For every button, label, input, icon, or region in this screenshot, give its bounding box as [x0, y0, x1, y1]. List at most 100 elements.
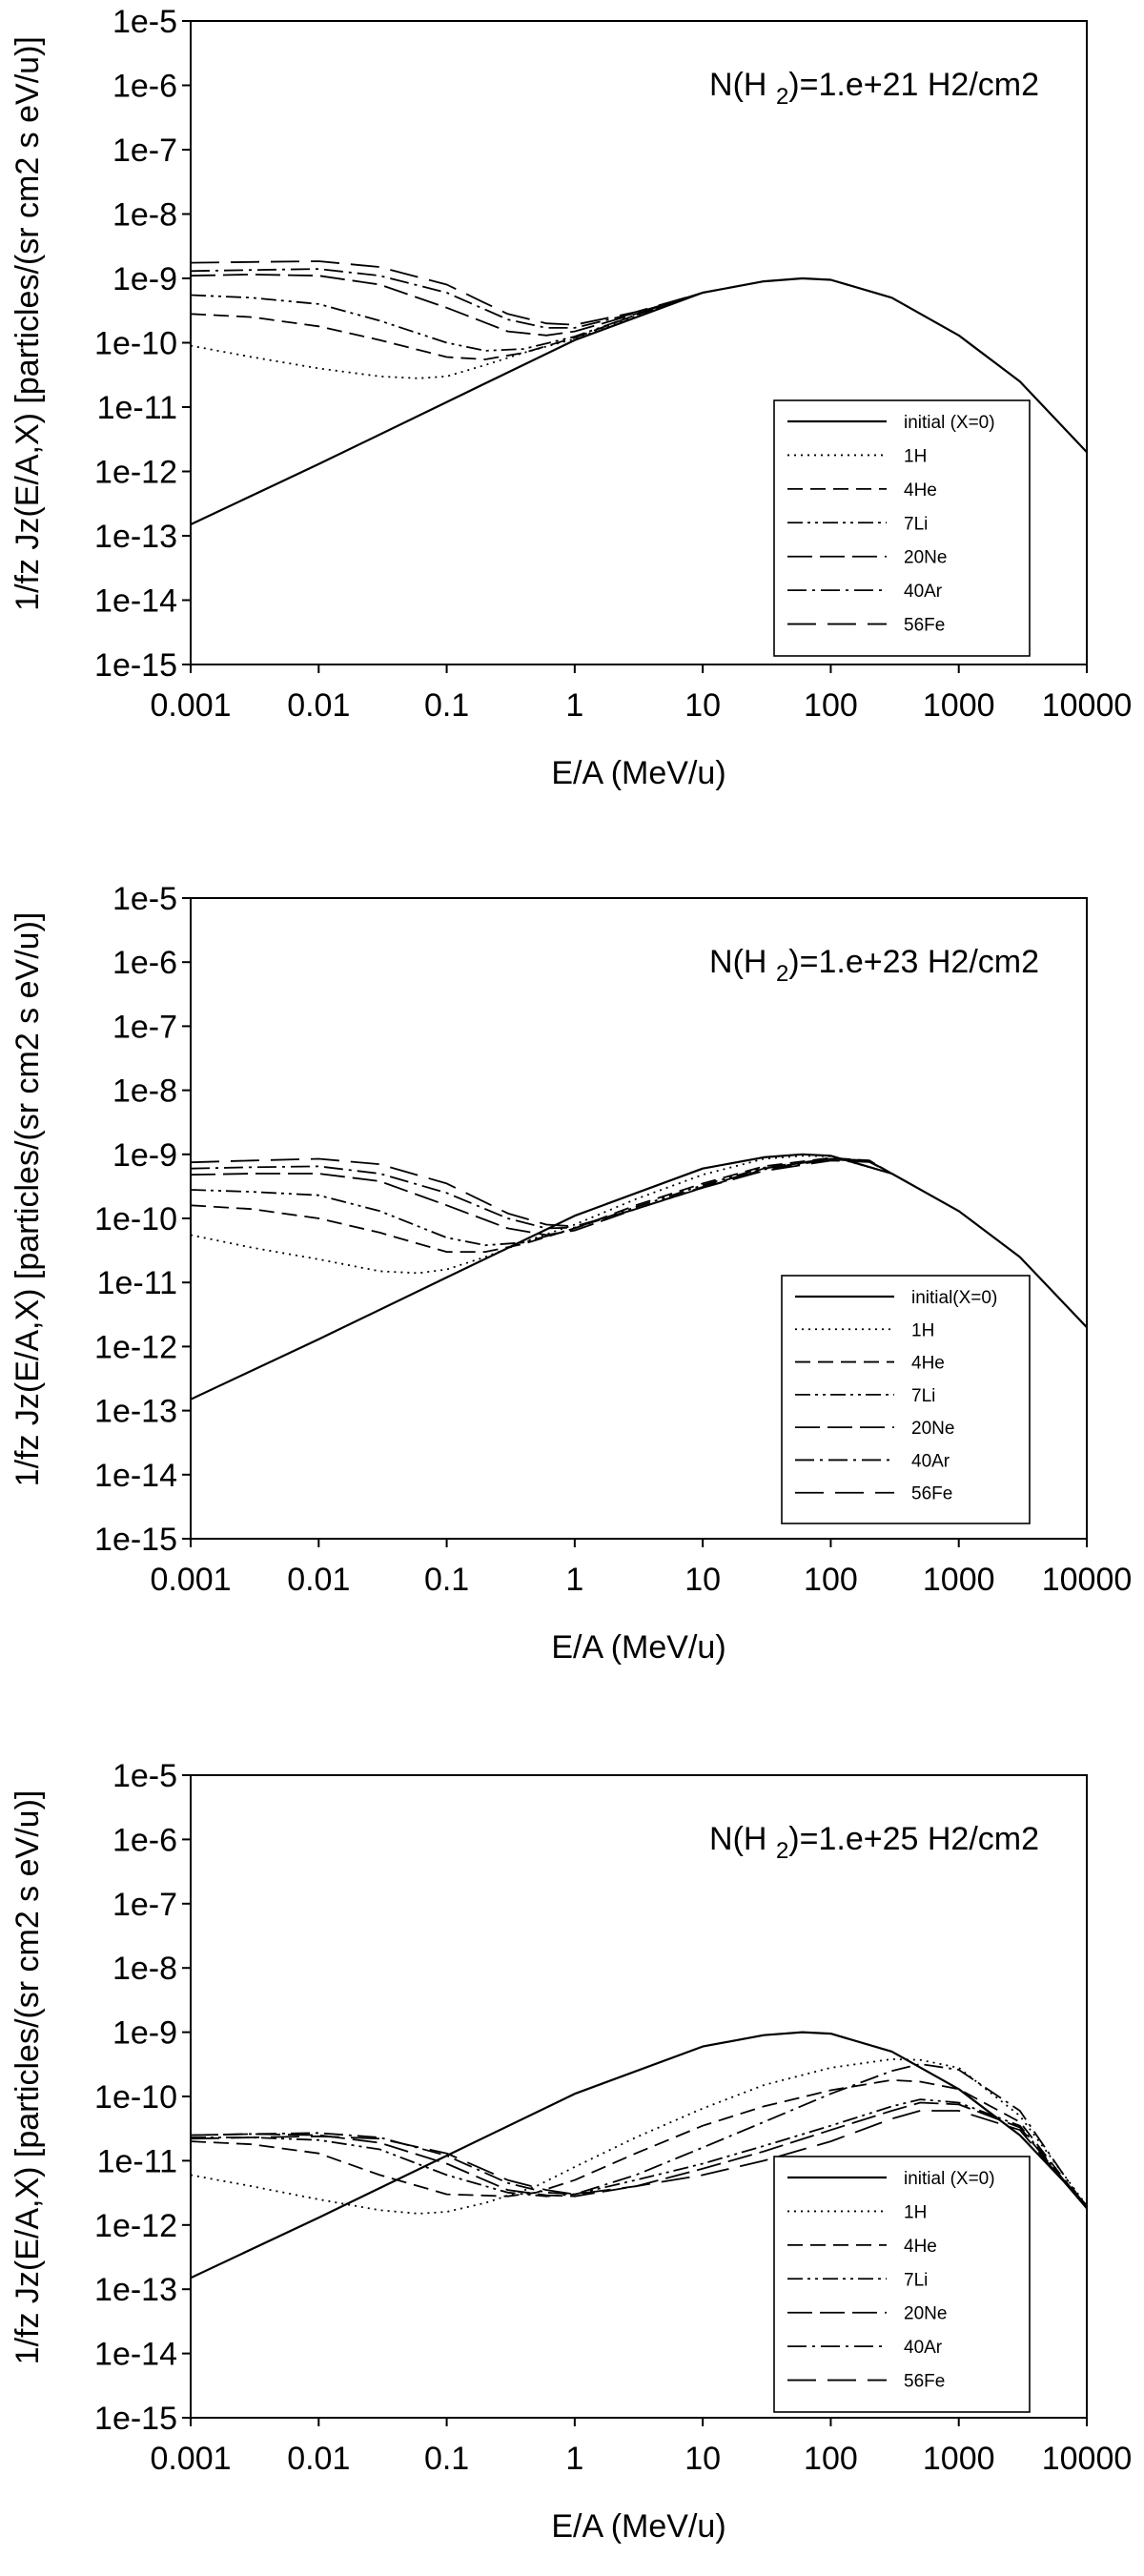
x-tick-label: 100 [804, 687, 858, 724]
x-tick-label: 0.001 [150, 687, 231, 724]
x-tick-label: 0.1 [424, 687, 469, 724]
series-line-56fe [191, 260, 704, 326]
series-line-initial-x-0 [191, 2031, 1087, 2280]
series-line-20ne [191, 274, 704, 337]
legend-label: 7Li [911, 1386, 935, 1406]
x-tick-label: 10000 [1042, 687, 1133, 724]
y-tick-label: 1e-9 [112, 2015, 177, 2052]
x-tick-label: 1 [565, 687, 583, 724]
series-line-4he [191, 292, 704, 360]
column-density-label: N(H 2)=1.e+25 H2/cm2 [709, 1821, 1039, 1864]
x-tick-label: 0.1 [424, 2441, 469, 2477]
legend-label: initial (X=0) [904, 413, 995, 433]
chart-panel-2: 1e-5 1e-6 1e-7 1e-8 1e-9 1e-10 1e-11 1e-12 1e-13… [10, 881, 1132, 1666]
legend-label: 4He [911, 1354, 945, 1374]
y-tick-label: 1e-13 [94, 2272, 177, 2308]
x-axis-title: E/A (MeV/u) [551, 1629, 725, 1666]
x-tick-label: 1000 [923, 2441, 995, 2477]
y-tick-label: 1e-7 [112, 133, 177, 169]
series-line-56fe [191, 1157, 892, 1228]
x-tick-label: 0.01 [287, 1562, 350, 1598]
x-tick-label: 10 [684, 2441, 721, 2477]
y-tick-label: 1e-11 [97, 390, 177, 426]
y-tick-label: 1e-14 [94, 1458, 177, 1494]
x-tick-label: 1000 [923, 687, 995, 724]
legend-box [773, 2156, 1031, 2413]
x-tick-label: 1 [565, 2441, 583, 2477]
x-tick-label: 1 [565, 1562, 583, 1598]
column-density-label: N(H 2)=1.e+21 H2/cm2 [709, 67, 1039, 110]
legend-label: 56Fe [904, 2372, 945, 2392]
legend-box [781, 1275, 1031, 1524]
y-axis-title: 1/fz Jz(E/A,X) [particles/(sr cm2 s eV/u… [10, 912, 46, 1487]
legend-label: 56Fe [904, 616, 945, 636]
legend-label: 7Li [904, 514, 928, 534]
series-line-1h [191, 292, 704, 379]
y-tick-label: 1e-6 [112, 945, 177, 981]
y-tick-label: 1e-10 [94, 2079, 177, 2116]
legend: initial (X=0) 1H 4He 7Li 20Ne 40Ar 56Fe [773, 399, 1031, 657]
y-tick-label: 1e-14 [94, 583, 177, 620]
legend-label: 40Ar [911, 1451, 950, 1471]
legend-label: initial (X=0) [904, 2169, 995, 2189]
legend-box [773, 399, 1031, 657]
series-line-7li [191, 2098, 1087, 2210]
y-tick-label: 1e-12 [94, 1329, 177, 1365]
y-axis-title: 1/fz Jz(E/A,X) [particles/(sr cm2 s eV/u… [10, 1790, 46, 2365]
y-tick-label: 1e-8 [112, 197, 177, 234]
y-tick-label: 1e-13 [94, 1394, 177, 1430]
x-tick-label: 100 [804, 2441, 858, 2477]
legend-label: 40Ar [904, 582, 943, 602]
legend-label: 4He [904, 480, 937, 501]
y-tick-label: 1e-13 [94, 519, 177, 555]
series-line-initial-x-0 [191, 276, 1087, 526]
x-axis-title: E/A (MeV/u) [551, 755, 725, 791]
legend-label: 1H [911, 1320, 934, 1340]
x-tick-label: 1000 [923, 1562, 995, 1598]
legend-label: 40Ar [904, 2338, 943, 2358]
legend-label: 20Ne [904, 2304, 947, 2324]
series-line-7li [191, 292, 704, 352]
legend-label: 20Ne [911, 1419, 954, 1439]
y-tick-label: 1e-15 [94, 1522, 177, 1558]
series-group [191, 2031, 1087, 2280]
x-tick-label: 0.001 [150, 2441, 231, 2477]
legend: initial(X=0) 1H 4He 7Li 20Ne 40Ar 56Fe [781, 1275, 1031, 1524]
y-tick-label: 1e-5 [112, 881, 177, 917]
x-tick-label: 100 [804, 1562, 858, 1598]
legend-label: 1H [904, 2202, 927, 2222]
y-tick-label: 1e-10 [94, 326, 177, 362]
y-axis-title: 1/fz Jz(E/A,X) [particles/(sr cm2 s eV/u… [10, 36, 46, 611]
y-tick-label: 1e-7 [112, 1887, 177, 1923]
y-tick-label: 1e-15 [94, 647, 177, 684]
y-tick-label: 1e-14 [94, 2337, 177, 2373]
y-tick-label: 1e-9 [112, 1137, 177, 1174]
y-tick-label: 1e-10 [94, 1201, 177, 1237]
series-line-40ar [191, 1158, 892, 1230]
y-tick-label: 1e-15 [94, 2401, 177, 2437]
legend-label: initial(X=0) [911, 1288, 997, 1308]
x-tick-label: 0.01 [287, 2441, 350, 2477]
legend: initial (X=0) 1H 4He 7Li 20Ne 40Ar 56Fe [773, 2156, 1031, 2413]
legend-label: 4He [904, 2237, 937, 2257]
x-tick-label: 0.001 [150, 1562, 231, 1598]
y-tick-label: 1e-12 [94, 2208, 177, 2244]
y-tick-label: 1e-7 [112, 1009, 177, 1045]
y-tick-label: 1e-5 [112, 4, 177, 40]
series-group [191, 1153, 1087, 1400]
series-line-initial-x-0 [191, 1153, 1087, 1400]
column-density-label: N(H 2)=1.e+23 H2/cm2 [709, 944, 1039, 987]
y-tick-label: 1e-11 [97, 1265, 177, 1301]
y-tick-label: 1e-8 [112, 1073, 177, 1110]
series-line-40ar [191, 268, 704, 329]
legend-label: 7Li [904, 2270, 928, 2290]
x-tick-label: 10000 [1042, 2441, 1133, 2477]
x-tick-label: 0.01 [287, 687, 350, 724]
series-group [191, 260, 1087, 526]
series-line-40ar [191, 2063, 1087, 2210]
legend-label: 1H [904, 446, 927, 466]
chart-panel-1: 1e-5 1e-6 1e-7 1e-8 1e-9 1e-10 1e-11 1e-12 1e-13… [10, 4, 1132, 791]
y-tick-label: 1e-5 [112, 1758, 177, 1794]
chart-panel-3: 1e-5 1e-6 1e-7 1e-8 1e-9 1e-10 1e-11 1e-12 1e-13… [10, 1758, 1132, 2545]
